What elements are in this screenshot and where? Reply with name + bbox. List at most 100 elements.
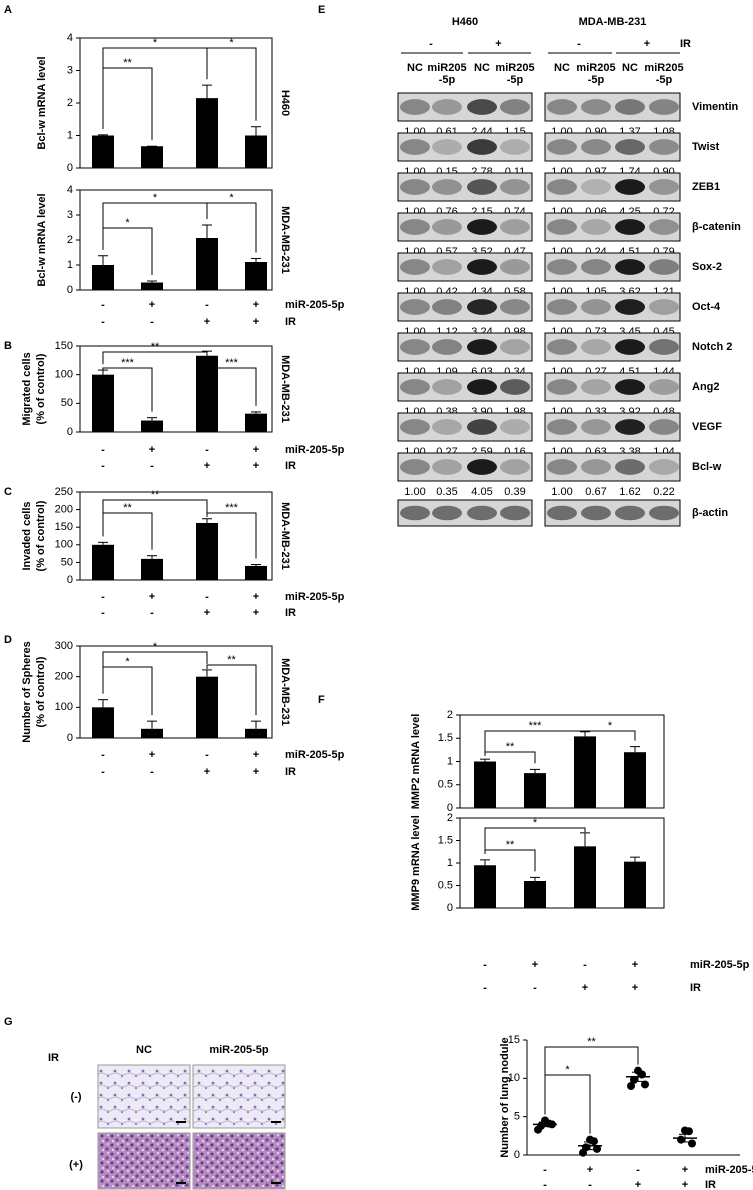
- plot-frame: [79, 491, 273, 581]
- error-bar: [679, 1133, 691, 1143]
- condition-sign: +: [253, 444, 259, 456]
- bar: [196, 238, 218, 290]
- condition-sign: +: [204, 460, 210, 472]
- bar: [92, 135, 114, 168]
- lane-label: -5p: [656, 74, 673, 86]
- ir-sign: +: [644, 38, 650, 50]
- error-bar: [251, 720, 261, 729]
- condition-sign: +: [587, 1164, 593, 1176]
- band-quantity: 0.67: [585, 486, 606, 498]
- condition-sign: +: [204, 316, 210, 328]
- blot-band: [500, 299, 530, 315]
- lane-label: -5p: [588, 74, 605, 86]
- significance-label: **: [506, 741, 515, 753]
- condition-sign: -: [101, 749, 105, 761]
- condition-sign: -: [101, 444, 105, 456]
- y-axis-label: Bcl-w mRNA level: [36, 56, 48, 149]
- column-title: NC: [136, 1044, 152, 1056]
- y-axis-label: MMP2 mRNA level: [410, 714, 422, 810]
- blot-band: [467, 219, 497, 235]
- blot-band: [649, 339, 679, 355]
- blot-band: [581, 139, 611, 155]
- significance-bracket: *: [102, 656, 153, 716]
- significance-bracket: ***: [102, 357, 153, 412]
- bracket: [544, 1046, 639, 1115]
- point: [579, 1148, 587, 1157]
- y-tick-label: 2: [447, 709, 453, 721]
- bar: [92, 265, 114, 290]
- y-tick-label: 0: [447, 802, 453, 814]
- blot-band: [400, 179, 430, 195]
- y-tick-label: 1: [67, 129, 73, 141]
- y-tick-label: 50: [61, 397, 73, 409]
- lane-label: -5p: [507, 74, 524, 86]
- condition-sign: +: [532, 959, 538, 971]
- condition-sign: -: [205, 444, 209, 456]
- y-tick-label: 15: [508, 1034, 520, 1046]
- y-tick-label: 150: [55, 340, 73, 352]
- blot-band: [432, 459, 462, 475]
- blot-band: [400, 299, 430, 315]
- blot-band: [547, 379, 577, 395]
- bracket: [102, 512, 153, 550]
- condition-sign: -: [150, 607, 154, 619]
- blot-band: [432, 179, 462, 195]
- condition-sign: +: [635, 1179, 641, 1190]
- condition-sign: +: [632, 982, 638, 994]
- protein-name: β-actin: [692, 507, 728, 519]
- significance-bracket: **: [484, 839, 536, 872]
- blot-band: [432, 259, 462, 275]
- band-quantity: 0.35: [436, 486, 457, 498]
- blot-band: [649, 259, 679, 275]
- error-bar: [98, 255, 108, 265]
- blot-band: [547, 139, 577, 155]
- blot-band: [400, 139, 430, 155]
- blot-band: [547, 99, 577, 115]
- blot-band: [467, 505, 497, 521]
- y-tick-label: 2: [447, 812, 453, 824]
- lane-label: NC: [407, 62, 423, 74]
- y-tick-label: 100: [55, 369, 73, 381]
- significance-bracket: **: [102, 341, 208, 365]
- significance-bracket: ***: [206, 357, 257, 406]
- bar: [245, 135, 267, 168]
- blot-band: [432, 99, 462, 115]
- error-bar: [98, 541, 108, 545]
- condition-sign: -: [150, 316, 154, 328]
- error-bar: [147, 417, 157, 421]
- bar: [524, 881, 546, 908]
- blot-band: [500, 179, 530, 195]
- error-bar: [202, 84, 212, 99]
- y-tick-label: 1: [447, 755, 453, 767]
- y-axis-label: (% of control): [35, 656, 47, 727]
- blot-band: [432, 379, 462, 395]
- blot-band: [581, 299, 611, 315]
- blot-membrane: [544, 412, 681, 442]
- blot-band: [615, 259, 645, 275]
- condition-sign: -: [205, 299, 209, 311]
- error-bar: [630, 746, 640, 753]
- bar: [245, 262, 267, 290]
- blot-band: [500, 419, 530, 435]
- condition-sign: -: [150, 460, 154, 472]
- blot-membrane: [544, 332, 681, 362]
- side-label: H460: [279, 90, 291, 116]
- significance-label: **: [151, 341, 160, 353]
- y-tick-label: 0: [67, 284, 73, 296]
- row-title: (+): [69, 1159, 83, 1171]
- significance-label: *: [125, 217, 130, 229]
- condition-name: miR-205-5p: [285, 749, 345, 761]
- blot-band: [581, 459, 611, 475]
- point: [641, 1080, 649, 1089]
- blot-band: [581, 505, 611, 521]
- condition-sign: -: [533, 982, 537, 994]
- blot-membrane: [397, 412, 533, 442]
- blot-band: [615, 419, 645, 435]
- blot-band: [649, 505, 679, 521]
- blot-band: [615, 379, 645, 395]
- column-title: miR-205-5p: [209, 1044, 269, 1056]
- side-label: MDA-MB-231: [279, 658, 291, 726]
- lane-label: -5p: [439, 74, 456, 86]
- blot-band: [581, 259, 611, 275]
- condition-sign: -: [205, 591, 209, 603]
